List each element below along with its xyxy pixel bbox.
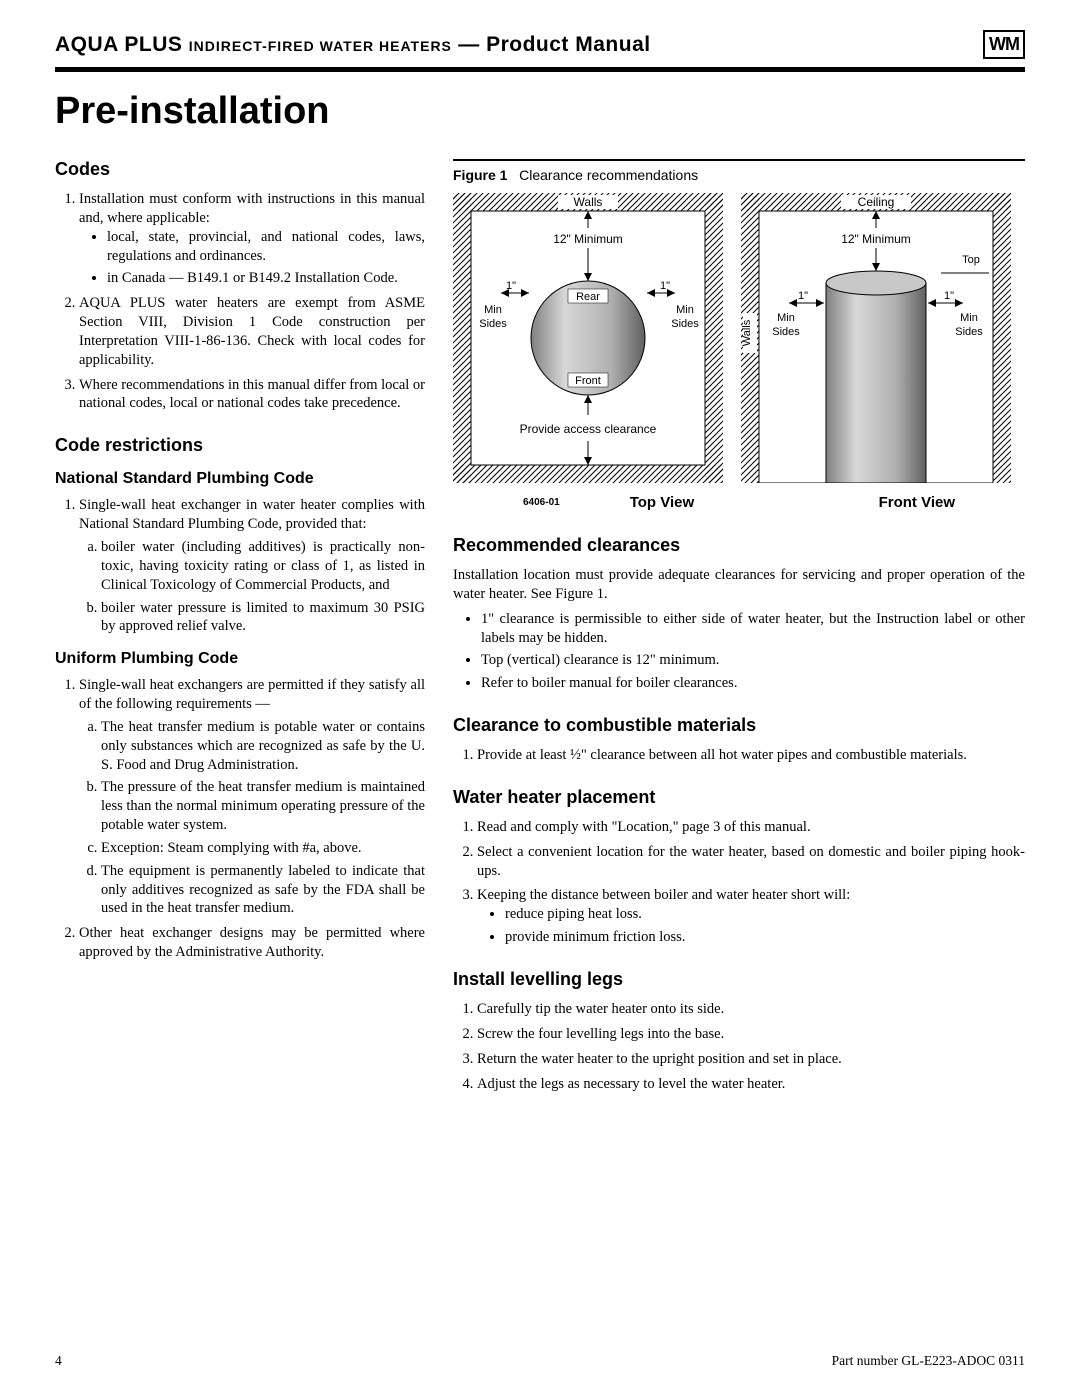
nspc-item-1-text: Single-wall heat exchanger in water heat… [79, 497, 425, 532]
page-header: AQUA PLUS INDIRECT-FIRED WATER HEATERS —… [55, 30, 1025, 59]
front-left-min: Min [777, 312, 795, 324]
upc-list: Single-wall heat exchangers are permitte… [55, 676, 425, 962]
rec-clear-list: 1" clearance is permissible to either si… [453, 610, 1025, 693]
left-column: Codes Installation must conform with ins… [55, 159, 425, 1099]
front-min12-label: 12" Minimum [841, 232, 911, 246]
nspc-heading: National Standard Plumbing Code [55, 470, 425, 488]
rec-clear-heading: Recommended clearances [453, 535, 1025, 556]
front-left-1in: 1" [798, 290, 808, 302]
right-1in-label: 1" [660, 280, 670, 292]
top-view-diagram: Walls 12" Minimum Rear Front [453, 193, 723, 488]
comb-item-1: Provide at least ½" clearance between al… [477, 746, 1025, 765]
comb-heading: Clearance to combustible materials [453, 715, 1025, 736]
code-restrictions-heading: Code restrictions [55, 435, 425, 456]
rec-clear-b1: 1" clearance is permissible to either si… [481, 610, 1025, 648]
upc-item-1: Single-wall heat exchangers are permitte… [79, 676, 425, 918]
upc-b: The pressure of the heat transfer medium… [101, 778, 425, 835]
upc-item-1-text: Single-wall heat exchangers are permitte… [79, 677, 425, 712]
place-1: Read and comply with "Location," page 3 … [477, 818, 1025, 837]
upc-item-2: Other heat exchanger designs may be perm… [79, 924, 425, 962]
top-view-label: Top View [630, 494, 694, 511]
rec-clear-b2: Top (vertical) clearance is 12" minimum. [481, 651, 1025, 670]
access-label: Provide access clearance [520, 422, 657, 436]
rec-clear-b3: Refer to boiler manual for boiler cleara… [481, 674, 1025, 693]
place-3b: provide minimum friction loss. [505, 928, 1025, 947]
place-3a: reduce piping heat loss. [505, 905, 1025, 924]
nspc-b: boiler water pressure is limited to maxi… [101, 599, 425, 637]
header-rule [55, 67, 1025, 72]
figure-caption-text: Clearance recommendations [519, 167, 698, 183]
upc-d: The equipment is permanently labeled to … [101, 862, 425, 919]
codes-item-1-sub1: local, state, provincial, and national c… [107, 228, 425, 266]
right-sides-label: Sides [671, 318, 699, 330]
front-view-label: Front View [879, 494, 955, 511]
front-right-min: Min [960, 312, 978, 324]
codes-item-1-sub2: in Canada — B149.1 or B149.2 Installatio… [107, 269, 425, 288]
right-min-label: Min [676, 304, 694, 316]
place-heading: Water heater placement [453, 787, 1025, 808]
figure-caption: Figure 1 Clearance recommendations [453, 167, 1025, 183]
legs-4: Adjust the legs as necessary to level th… [477, 1075, 1025, 1094]
codes-item-1: Installation must conform with instructi… [79, 190, 425, 288]
header-sep: — [452, 33, 486, 56]
place-3-sublist: reduce piping heat loss. provide minimum… [477, 905, 1025, 947]
codes-item-1-sublist: local, state, provincial, and national c… [79, 228, 425, 289]
comb-list: Provide at least ½" clearance between al… [453, 746, 1025, 765]
left-sides-label: Sides [479, 318, 507, 330]
right-column: Figure 1 Clearance recommendations [453, 159, 1025, 1099]
walls-vert-label: Walls [741, 319, 753, 346]
figure-label: Figure 1 [453, 167, 507, 183]
codes-item-3: Where recommendations in this manual dif… [79, 376, 425, 414]
view-labels-row: 6406-01 Top View Front View [453, 494, 1025, 511]
codes-list: Installation must conform with instructi… [55, 190, 425, 413]
content-area: Codes Installation must conform with ins… [55, 159, 1025, 1099]
part-number: Part number GL-E223-ADOC 0311 [832, 1353, 1025, 1369]
legs-heading: Install levelling legs [453, 969, 1025, 990]
header-title: AQUA PLUS INDIRECT-FIRED WATER HEATERS —… [55, 33, 651, 57]
page-footer: 4 Part number GL-E223-ADOC 0311 [55, 1353, 1025, 1369]
nspc-a: boiler water (including additives) is pr… [101, 538, 425, 595]
front-right-1in: 1" [944, 290, 954, 302]
upc-heading: Uniform Plumbing Code [55, 650, 425, 668]
place-list: Read and comply with "Location," page 3 … [453, 818, 1025, 947]
left-1in-label: 1" [506, 280, 516, 292]
front-left-sides: Sides [772, 326, 800, 338]
top-label: Top [962, 254, 980, 266]
brand-name: AQUA PLUS [55, 33, 182, 56]
page-number: 4 [55, 1353, 62, 1369]
place-3-text: Keeping the distance between boiler and … [477, 887, 850, 903]
walls-label: Walls [574, 195, 603, 209]
codes-heading: Codes [55, 159, 425, 180]
header-subtitle-caps: INDIRECT-FIRED WATER HEATERS [189, 38, 452, 54]
nspc-list: Single-wall heat exchanger in water heat… [55, 496, 425, 636]
nspc-item-1-sublist: boiler water (including additives) is pr… [79, 538, 425, 636]
legs-3: Return the water heater to the upright p… [477, 1050, 1025, 1069]
upc-a: The heat transfer medium is potable wate… [101, 718, 425, 775]
header-subtitle2: Product Manual [486, 33, 651, 56]
page-title: Pre-installation [55, 90, 1025, 133]
upc-item-1-sublist: The heat transfer medium is potable wate… [79, 718, 425, 918]
nspc-item-1: Single-wall heat exchanger in water heat… [79, 496, 425, 636]
legs-1: Carefully tip the water heater onto its … [477, 1000, 1025, 1019]
legs-list: Carefully tip the water heater onto its … [453, 1000, 1025, 1093]
front-view-diagram: Ceiling Walls 12" Minimum Top [741, 193, 1011, 488]
figure-number: 6406-01 [523, 497, 560, 508]
figure-area: Walls 12" Minimum Rear Front [453, 193, 1025, 488]
upc-c: Exception: Steam complying with #a, abov… [101, 839, 425, 858]
min-12-label: 12" Minimum [553, 232, 623, 246]
place-3: Keeping the distance between boiler and … [477, 886, 1025, 947]
figure-rule [453, 159, 1025, 161]
legs-2: Screw the four levelling legs into the b… [477, 1025, 1025, 1044]
codes-item-2: AQUA PLUS water heaters are exempt from … [79, 294, 425, 369]
rec-clear-intro: Installation location must provide adequ… [453, 566, 1025, 604]
front-right-sides: Sides [955, 326, 983, 338]
logo-icon: WM [983, 30, 1025, 59]
rear-label: Rear [576, 291, 600, 303]
place-2: Select a convenient location for the wat… [477, 843, 1025, 881]
ceiling-label: Ceiling [858, 195, 895, 209]
left-min-label: Min [484, 304, 502, 316]
codes-item-1-text: Installation must conform with instructi… [79, 191, 425, 226]
front-label: Front [575, 375, 601, 387]
